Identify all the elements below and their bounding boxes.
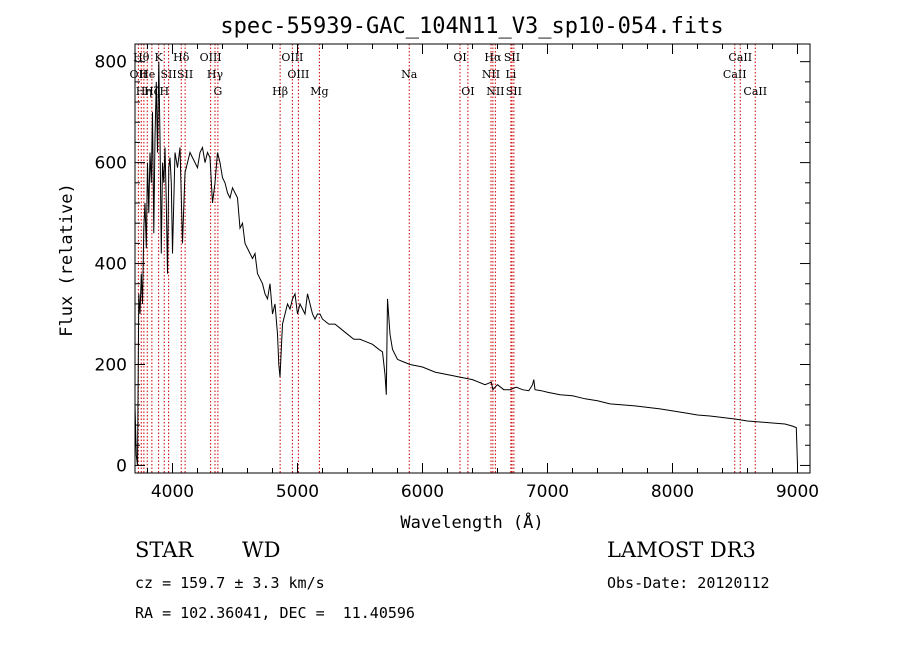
line-label: Na xyxy=(401,68,418,81)
y-axis-label: Flux (relative) xyxy=(57,183,77,337)
line-label: OI xyxy=(453,51,466,64)
x-tick-label: 7000 xyxy=(526,482,569,502)
line-label: G xyxy=(213,85,222,98)
line-label: Hη xyxy=(136,85,152,98)
line-markers xyxy=(137,44,756,473)
y-tick-label: 200 xyxy=(95,355,127,375)
line-label: SII xyxy=(177,68,193,81)
plot-frame xyxy=(134,43,811,474)
line-label: SII xyxy=(506,85,522,98)
line-label: OII xyxy=(130,68,148,81)
line-label: Hδ xyxy=(173,51,190,64)
line-label: Hγ xyxy=(207,68,224,81)
coordinates: RA = 102.36041, DEC = 11.40596 xyxy=(135,604,415,622)
survey-name: LAMOST DR3 xyxy=(607,538,756,562)
line-label: Hα xyxy=(484,51,502,64)
x-tick-label: 9000 xyxy=(776,482,819,502)
line-label: CaII xyxy=(723,68,747,81)
x-tick-label: 4000 xyxy=(151,482,194,502)
line-label: Hθ xyxy=(133,51,150,64)
y-tick-label: 400 xyxy=(95,255,127,275)
line-label: H xyxy=(159,85,169,98)
x-tick-label: 5000 xyxy=(276,482,319,502)
line-label: CaII xyxy=(743,85,767,98)
line-label: SII xyxy=(161,68,177,81)
line-label: CaII xyxy=(728,51,752,64)
line-label: Li xyxy=(505,68,516,81)
y-axis-ticks: 0 200 400 600 800 xyxy=(95,53,810,476)
redshift-cz: cz = 159.7 ± 3.3 km/s xyxy=(135,574,325,592)
y-tick-label: 0 xyxy=(116,456,127,476)
x-axis-label: Wavelength (Å) xyxy=(400,511,543,533)
line-label: SII xyxy=(504,51,520,64)
line-label: NII xyxy=(482,68,500,81)
line-label: He xyxy=(139,68,155,81)
line-label: OIII xyxy=(281,51,303,64)
line-label: OI xyxy=(461,85,474,98)
x-tick-label: 8000 xyxy=(651,482,694,502)
object-subclass: WD xyxy=(242,538,281,562)
spectrum-line xyxy=(134,61,798,466)
line-label: Mg xyxy=(310,85,328,98)
line-label: OIII xyxy=(200,51,222,64)
x-tick-label: 6000 xyxy=(401,482,444,502)
y-tick-label: 600 xyxy=(95,154,127,174)
object-class: STAR xyxy=(135,538,194,562)
line-label: Hζ xyxy=(144,85,160,98)
obs-date: Obs-Date: 20120112 xyxy=(607,574,770,592)
line-label: NII xyxy=(486,85,504,98)
line-label: Hβ xyxy=(272,85,288,98)
chart-title: spec-55939-GAC_104N11_V3_sp10-054.fits xyxy=(220,14,723,39)
line-label: OIII xyxy=(287,68,309,81)
y-tick-label: 800 xyxy=(95,53,127,73)
x-axis-ticks: 4000 5000 6000 7000 8000 9000 xyxy=(147,44,819,502)
line-label: K xyxy=(155,51,164,64)
